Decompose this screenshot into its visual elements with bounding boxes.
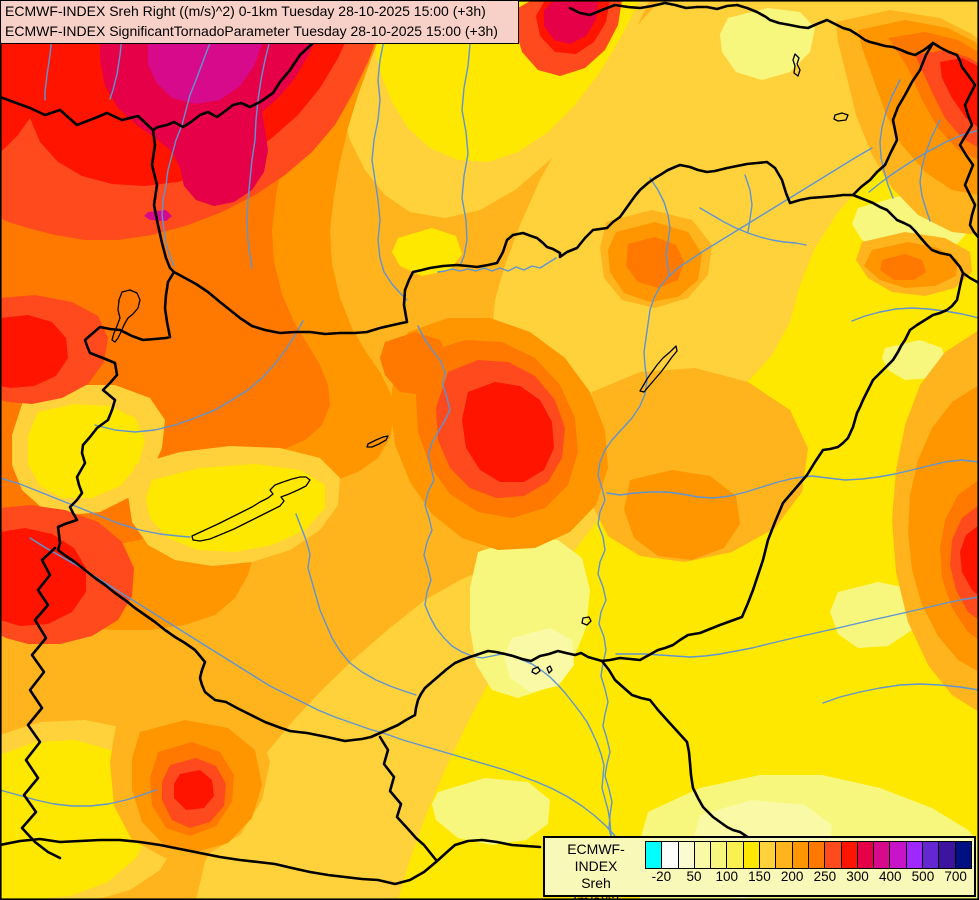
border-czech-slovakia [151, 41, 315, 132]
colorbar-ticks: -20 50 100 150 200 250 300 400 500 700 [645, 869, 972, 887]
title-line-1: ECMWF-INDEX Sreh Right ((m/s)^2) 0-1km T… [5, 3, 486, 19]
colorbar-cell-3 [678, 842, 695, 868]
lake-balaton [191, 476, 311, 542]
field-red-bottom-left [174, 770, 214, 810]
colorbar-cell-14 [857, 842, 875, 868]
legend-label: ECMWF-INDEX Sreh (m/s)^2 [547, 841, 645, 900]
lake-tiny-2 [546, 665, 553, 674]
river-koros [606, 459, 979, 499]
colorbar-cell-16 [890, 842, 907, 868]
border-cro-bih-vertical [378, 735, 438, 862]
river-sajo [649, 177, 671, 277]
colorbar [645, 841, 972, 869]
border-ro-ua-east [961, 271, 979, 285]
colorbar-tick--20: -20 [651, 869, 672, 884]
colorbar-tick-500: 500 [911, 869, 935, 884]
river-drava [29, 537, 616, 837]
river-topright-1 [879, 79, 901, 199]
river-bottomright [822, 683, 979, 704]
colorbar-cell-5 [711, 842, 728, 868]
lake-ferto [111, 289, 141, 343]
colorbar-cell-4 [694, 842, 712, 868]
river-maros [615, 596, 979, 658]
field-red-left-upper [0, 315, 68, 388]
colorbar-tick-150: 150 [748, 869, 771, 884]
colorbar-cell-6 [727, 842, 744, 868]
colorbar-tick-100: 100 [715, 869, 739, 884]
river-sio [295, 513, 417, 696]
colorbar-tick-50: 50 [686, 869, 702, 884]
colorbar-cell-19 [939, 842, 956, 868]
river-danube-south [417, 325, 613, 847]
river-hron [459, 0, 479, 267]
river-bodrog-2 [744, 174, 753, 233]
legend-box: ECMWF-INDEX Sreh (m/s)^2 -20 50 100 150 200 2… [543, 836, 976, 900]
legend-label-line-2: Sreh [581, 875, 611, 891]
field-deep-orange-borzsony [380, 332, 450, 395]
field-pink-sliver [144, 210, 172, 221]
field-pale-near-legend [432, 778, 550, 845]
colorbar-cell-12 [825, 842, 842, 868]
colorbar-cell-2 [662, 842, 679, 868]
river-ukraine [868, 129, 979, 193]
river-topright-2 [919, 119, 941, 222]
legend-label-line-1: ECMWF-INDEX [567, 841, 625, 874]
field-pale-right-mid [830, 582, 920, 648]
colorbar-tick-700: 700 [944, 869, 967, 884]
colorbar-cell-17 [906, 842, 924, 868]
title-box: ECMWF-INDEX Sreh Right ((m/s)^2) 0-1km T… [0, 0, 519, 44]
field-palest-center-south [504, 628, 574, 692]
border-sava [0, 837, 542, 886]
colorbar-tick-300: 300 [846, 869, 869, 884]
colorbar-tick-250: 250 [813, 869, 837, 884]
field-crimson-top-center-spot [544, 2, 598, 44]
border-croatia-serbia [600, 659, 754, 842]
field-red-center [462, 382, 554, 482]
river-morava [161, 0, 229, 267]
lake-slovakia-2 [833, 112, 849, 122]
colorbar-cell-1 [646, 842, 663, 868]
field-yellow-center-north-patch [392, 228, 462, 276]
river-zala [0, 477, 191, 538]
lake-outlines [111, 53, 849, 675]
lake-small-south [581, 616, 592, 626]
colorbar-cell-10 [792, 842, 809, 868]
river-nw-3 [246, 0, 283, 269]
lake-velence [366, 435, 389, 448]
river-bodrog [699, 207, 807, 246]
lake-tisza [639, 345, 678, 393]
title-line-2: ECMWF-INDEX SignificantTornadoParameter … [5, 22, 498, 39]
river-szamos [851, 307, 979, 322]
lake-slovakia-1 [792, 53, 801, 77]
river-lines [0, 0, 979, 847]
colorbar-tick-400: 400 [878, 869, 902, 884]
field-red-left-lower [0, 528, 86, 626]
legend-label-line-3: (m/s)^2 [572, 892, 620, 900]
lake-tiny-1 [531, 666, 541, 675]
river-raba [94, 320, 304, 433]
river-ipel [437, 257, 557, 273]
river-vah [371, 0, 408, 301]
border-slovenia-croatia [20, 546, 62, 860]
colorbar-cell-11 [808, 842, 826, 868]
colorbar-cell-7 [743, 842, 761, 868]
border-ua-hu-branch [851, 41, 935, 197]
field-red-right-edge [960, 525, 979, 596]
field-deep-orange-ne-tiny [880, 254, 926, 280]
colorbar-cell-9 [776, 842, 793, 868]
border-hungary-ring [56, 160, 965, 743]
colorbar-cell-15 [874, 842, 891, 868]
colorbar-cell-18 [923, 842, 940, 868]
field-yellow-west-window [28, 404, 145, 498]
colorbar-cell-13 [841, 842, 858, 868]
colorbar-tick-200: 200 [780, 869, 804, 884]
border-ukraine-north [568, 1, 979, 240]
colorbar-cell-20 [955, 842, 971, 868]
colorbar-cell-8 [760, 842, 777, 868]
field-pink-top-core [148, 44, 262, 104]
field-yellow-balaton-south [146, 464, 325, 552]
